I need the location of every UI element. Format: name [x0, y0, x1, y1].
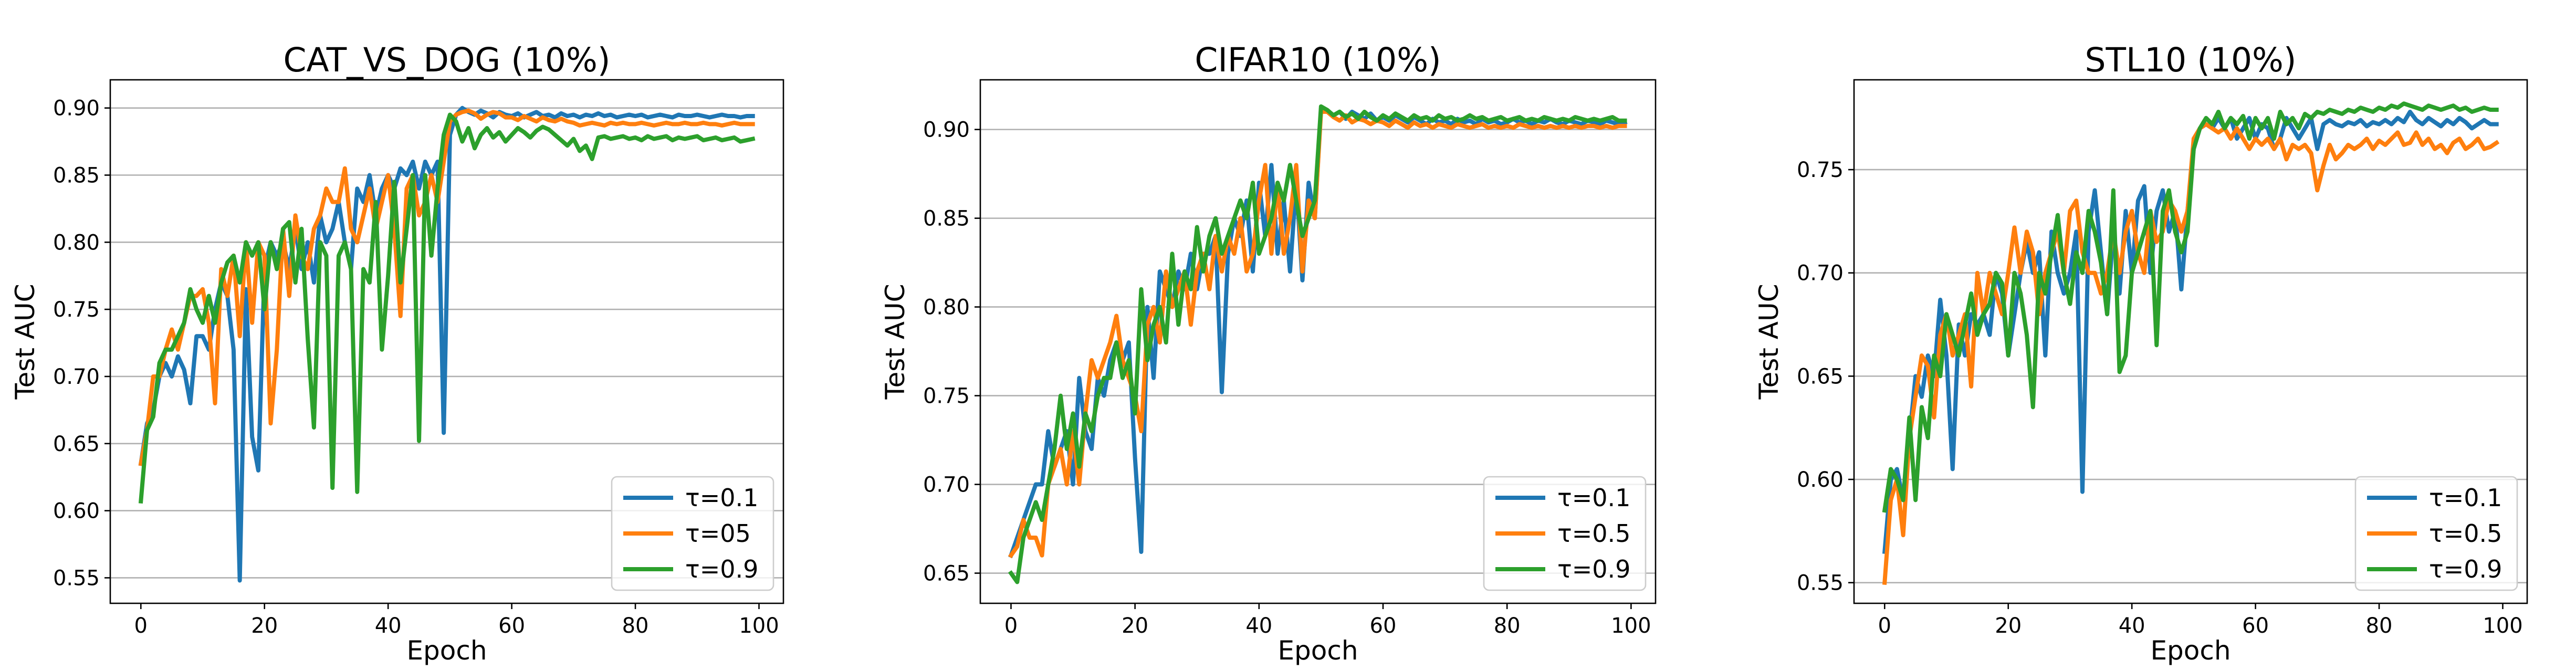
y-tick-label: 0.80 [53, 231, 100, 255]
chart-panel: 0.55 0.60 0.65 0.70 0.75 0 20 40 60 80 100 STL10 (1… [1754, 41, 2528, 666]
x-tick-label: 60 [498, 614, 525, 638]
x-axis-label: Epoch [1277, 635, 1358, 666]
data-line [138, 106, 755, 583]
y-tick-label: 0.80 [923, 296, 970, 320]
y-tick-label: 0.75 [1797, 158, 1844, 182]
legend-box [2354, 476, 2518, 591]
x-tick-label: 0 [1878, 614, 1891, 638]
y-tick-label: 0.85 [923, 207, 970, 231]
y-tick-label: 0.55 [53, 566, 100, 590]
x-tick-label: 100 [2483, 614, 2522, 638]
x-axis-label: Epoch [406, 635, 487, 666]
x-tick-label: 40 [375, 614, 402, 638]
y-tick-label: 0.85 [53, 164, 100, 188]
y-tick-label: 0.65 [923, 562, 970, 586]
legend-label: τ=0.9 [685, 555, 758, 583]
chart-title: CAT_VS_DOG (10%) [284, 41, 611, 79]
y-tick-label: 0.60 [1797, 468, 1844, 492]
legend: τ=0.1 τ=0.5 τ=0.9 [1483, 476, 1647, 591]
legend-label: τ=0.1 [685, 484, 758, 512]
legend-label: τ=0.5 [1557, 519, 1630, 548]
x-tick-label: 100 [1611, 614, 1651, 638]
chart-title: CIFAR10 (10%) [1195, 41, 1441, 79]
data-line [138, 108, 755, 466]
chart-panel: 0.65 0.70 0.75 0.80 0.85 0.90 0 20 40 60 80 100 CIFA… [880, 41, 1657, 666]
y-axis-label: Test AUC [1754, 284, 1784, 400]
x-axis-label: Epoch [2150, 635, 2231, 666]
legend-label: τ=0.9 [2429, 555, 2502, 583]
data-line [138, 112, 756, 504]
y-tick-label: 0.55 [1797, 571, 1844, 595]
plot-area [138, 106, 756, 583]
legend-label: τ=0.1 [1557, 484, 1630, 512]
y-tick-label: 0.70 [53, 365, 100, 389]
y-tick-label: 0.70 [1797, 261, 1844, 286]
y-tick-label: 0.65 [53, 432, 100, 456]
x-tick-label: 0 [134, 614, 148, 638]
axes-frame [979, 79, 1657, 604]
x-tick-label: 40 [1245, 614, 1272, 638]
y-tick-label: 0.75 [53, 298, 100, 322]
y-axis-label: Test AUC [10, 284, 40, 400]
x-tick-label: 40 [2119, 614, 2145, 638]
axes-frame [1853, 79, 2528, 604]
x-tick-label: 0 [1004, 614, 1018, 638]
x-tick-label: 20 [1122, 614, 1148, 638]
x-tick-label: 100 [739, 614, 779, 638]
legend: τ=0.1 τ=05 τ=0.9 [611, 476, 774, 591]
legend-label: τ=05 [685, 519, 751, 548]
chart-panel: 0.55 0.60 0.65 0.70 0.75 0.80 0.85 0.90 0 20 40 60 8… [10, 41, 784, 666]
x-tick-label: 20 [1995, 614, 2022, 638]
plot-area [1882, 101, 2500, 585]
y-tick-label: 0.90 [923, 118, 970, 142]
data-line [1882, 101, 2499, 513]
x-tick-label: 80 [2366, 614, 2393, 638]
x-tick-label: 80 [1494, 614, 1521, 638]
legend-box [611, 476, 774, 591]
y-tick-label: 0.90 [53, 97, 100, 121]
data-line [1008, 104, 1627, 584]
legend-label: τ=0.5 [2429, 519, 2502, 548]
y-tick-label: 0.75 [923, 384, 970, 409]
y-tick-label: 0.65 [1797, 364, 1844, 389]
legend-box [1483, 476, 1647, 591]
legend: τ=0.1 τ=0.5 τ=0.9 [2354, 476, 2518, 591]
y-tick-label: 0.60 [53, 499, 100, 524]
x-tick-label: 20 [251, 614, 278, 638]
plot-area [1008, 104, 1628, 584]
axes-frame [109, 79, 784, 604]
legend-label: τ=0.1 [2429, 484, 2502, 512]
legend-label: τ=0.9 [1557, 555, 1630, 583]
chart-title: STL10 (10%) [2085, 41, 2297, 79]
y-tick-label: 0.70 [923, 473, 970, 497]
y-axis-label: Test AUC [880, 284, 910, 400]
x-tick-label: 60 [2242, 614, 2269, 638]
x-tick-label: 60 [1370, 614, 1397, 638]
x-tick-label: 80 [622, 614, 649, 638]
